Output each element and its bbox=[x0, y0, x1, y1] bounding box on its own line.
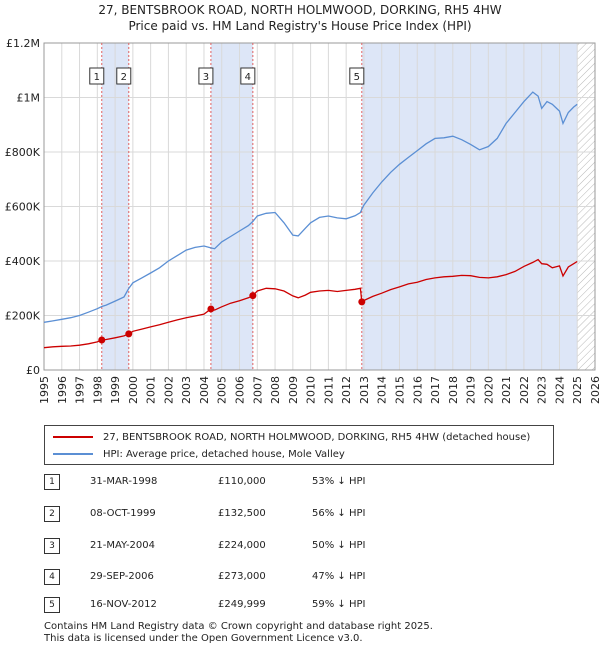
x-tick-label: 2003 bbox=[180, 376, 193, 404]
x-tick-label: 2020 bbox=[482, 376, 495, 404]
transaction-marker-box bbox=[116, 67, 132, 85]
transaction-price: £132,500 bbox=[218, 508, 266, 519]
transaction-marker-box bbox=[89, 67, 105, 85]
y-tick-label: £1.2M bbox=[6, 37, 40, 50]
x-tick-label: 2024 bbox=[553, 376, 566, 404]
transaction-hpi-diff: 59% ↓ HPI bbox=[312, 599, 366, 610]
x-tick-label: 2014 bbox=[376, 376, 389, 404]
legend-label-property: 27, BENTSBROOK ROAD, NORTH HOLMWOOD, DOR… bbox=[103, 431, 531, 443]
x-tick-label: 2015 bbox=[393, 376, 406, 404]
y-tick-label: £0 bbox=[26, 364, 40, 377]
x-tick-label: 2025 bbox=[571, 376, 584, 404]
transaction-price: £249,999 bbox=[218, 599, 266, 610]
x-tick-label: 2009 bbox=[287, 376, 300, 404]
transaction-marker-label: 5 bbox=[354, 72, 360, 83]
x-tick-label: 2008 bbox=[269, 376, 282, 404]
x-tick-label: 2012 bbox=[340, 376, 353, 404]
y-tick-label: £600K bbox=[5, 201, 41, 214]
hpi-series-line bbox=[43, 91, 578, 323]
transaction-point bbox=[358, 298, 366, 306]
transaction-number: 1 bbox=[44, 474, 60, 490]
transaction-marker-box bbox=[349, 67, 365, 85]
x-tick-label: 1995 bbox=[38, 376, 51, 404]
x-tick-label: 2001 bbox=[145, 376, 158, 404]
x-tick-label: 2018 bbox=[447, 376, 460, 404]
x-tick-label: 2019 bbox=[465, 376, 478, 404]
transaction-marker-label: 4 bbox=[245, 72, 251, 83]
x-tick-label: 2000 bbox=[127, 376, 140, 404]
x-tick-label: 2011 bbox=[322, 376, 335, 404]
x-tick-label: 2005 bbox=[216, 376, 229, 404]
transaction-hpi-diff: 50% ↓ HPI bbox=[312, 540, 366, 551]
transaction-price: £224,000 bbox=[218, 540, 266, 551]
transaction-hpi-diff: 56% ↓ HPI bbox=[312, 508, 366, 519]
price-chart: £0 £200K £400K £600K £800K £1M £1.2M 1995 1996 19… bbox=[5, 37, 600, 404]
transaction-point bbox=[125, 330, 133, 338]
transaction-marker-label: 3 bbox=[203, 72, 209, 83]
y-tick-label: £1M bbox=[17, 92, 41, 105]
legend-swatch-property bbox=[53, 436, 93, 438]
legend-item-hpi: HPI: Average price, detached house, Mole… bbox=[53, 446, 345, 462]
plot-frame bbox=[43, 42, 596, 371]
transaction-number: 2 bbox=[44, 506, 60, 522]
x-tick-label: 2023 bbox=[536, 376, 549, 404]
x-tick-label: 1998 bbox=[91, 376, 104, 404]
chart-title-line1: 27, BENTSBROOK ROAD, NORTH HOLMWOOD, DOR… bbox=[98, 3, 502, 17]
transaction-date: 21-MAY-2004 bbox=[90, 540, 156, 551]
transaction-point bbox=[98, 336, 106, 344]
x-tick-label: 2002 bbox=[162, 376, 175, 404]
x-tick-label: 2004 bbox=[198, 376, 211, 404]
transaction-hpi-diff: 47% ↓ HPI bbox=[312, 571, 366, 582]
chart-title-line2: Price paid vs. HM Land Registry's House … bbox=[128, 19, 472, 33]
x-tick-label: 1999 bbox=[109, 376, 122, 404]
x-tick-label: 2007 bbox=[251, 376, 264, 404]
transaction-marker-box bbox=[240, 67, 256, 85]
transaction-hpi-diff: 53% ↓ HPI bbox=[312, 476, 366, 487]
transaction-price: £273,000 bbox=[218, 571, 266, 582]
x-tick-label: 2010 bbox=[305, 376, 318, 404]
transaction-price: £110,000 bbox=[218, 476, 266, 487]
transaction-point bbox=[207, 305, 215, 313]
legend-swatch-hpi bbox=[53, 453, 93, 455]
transaction-date: 08-OCT-1999 bbox=[90, 508, 156, 519]
footer-license: This data is licensed under the Open Gov… bbox=[44, 633, 363, 644]
transaction-number: 3 bbox=[44, 538, 60, 554]
x-tick-label: 2016 bbox=[411, 376, 424, 404]
transaction-marker-label: 1 bbox=[94, 72, 100, 83]
transaction-point bbox=[249, 292, 257, 300]
x-tick-label: 2013 bbox=[358, 376, 371, 404]
y-tick-label: £800K bbox=[5, 146, 41, 159]
transaction-marker-box bbox=[198, 67, 214, 85]
transaction-number: 5 bbox=[44, 597, 60, 613]
x-tick-label: 2022 bbox=[518, 376, 531, 404]
x-tick-label: 2006 bbox=[234, 376, 247, 404]
transaction-date: 16-NOV-2012 bbox=[90, 599, 157, 610]
y-tick-label: £400K bbox=[5, 255, 41, 268]
transaction-number: 4 bbox=[44, 569, 60, 585]
x-tick-label: 2026 bbox=[589, 376, 600, 404]
y-tick-label: £200K bbox=[5, 310, 41, 323]
x-tick-label: 1997 bbox=[74, 376, 87, 404]
footer-note: Contains HM Land Registry data © Crown c… bbox=[44, 621, 433, 645]
chart-legend: 27, BENTSBROOK ROAD, NORTH HOLMWOOD, DOR… bbox=[44, 425, 554, 465]
transaction-date: 29-SEP-2006 bbox=[90, 571, 154, 582]
property-series-line bbox=[43, 258, 578, 349]
transaction-marker-label: 2 bbox=[121, 72, 127, 83]
x-tick-label: 2021 bbox=[500, 376, 513, 404]
legend-item-property: 27, BENTSBROOK ROAD, NORTH HOLMWOOD, DOR… bbox=[53, 429, 530, 445]
footer-copyright: Contains HM Land Registry data © Crown c… bbox=[44, 621, 433, 632]
legend-label-hpi: HPI: Average price, detached house, Mole… bbox=[103, 448, 345, 460]
x-tick-label: 2017 bbox=[429, 376, 442, 404]
x-tick-label: 1996 bbox=[56, 376, 69, 404]
transaction-date: 31-MAR-1998 bbox=[90, 476, 158, 487]
